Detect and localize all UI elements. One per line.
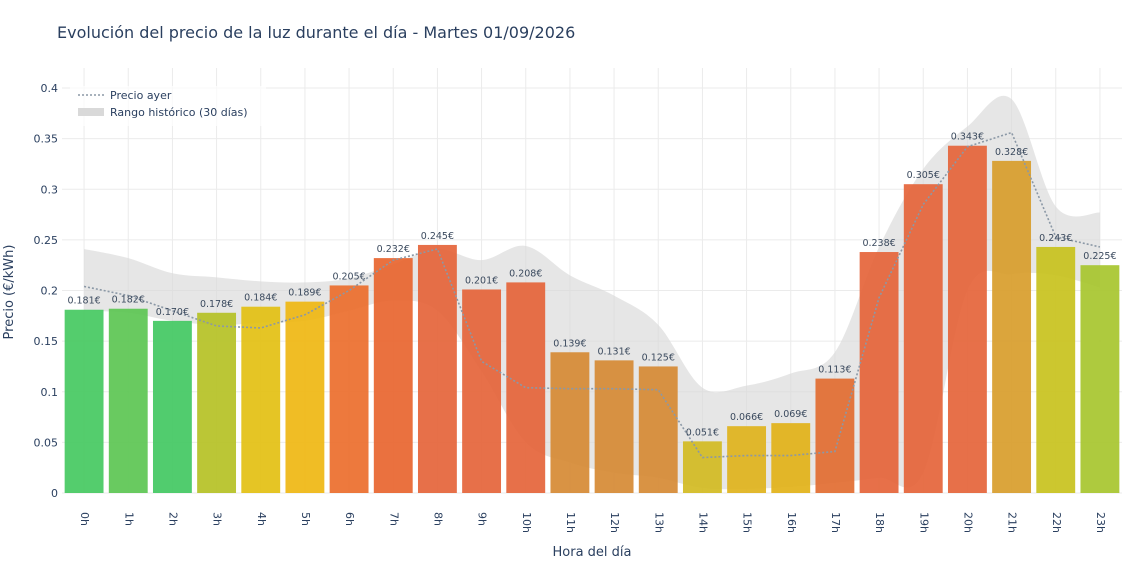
bar-9h xyxy=(462,289,502,493)
bar-20h xyxy=(947,145,987,493)
bar-value-label: 0.125€ xyxy=(642,352,675,363)
bar-23h xyxy=(1080,265,1120,493)
bar-2h xyxy=(152,320,192,493)
yesterday-line xyxy=(83,131,1101,459)
y-tick-label: 0.05 xyxy=(34,436,59,449)
x-tick-label: 22h xyxy=(1050,512,1063,533)
bar-17h xyxy=(815,378,855,493)
x-tick-label: 20h xyxy=(961,512,974,533)
x-tick-label: 4h xyxy=(255,512,268,526)
x-tick-label: 10h xyxy=(520,512,533,533)
bar-1h xyxy=(108,308,148,493)
legend: Precio ayer Rango histórico (30 días) xyxy=(70,86,266,126)
bar-value-label: 0.243€ xyxy=(1039,233,1072,244)
bar-value-label: 0.201€ xyxy=(465,275,498,286)
legend-range-swatch xyxy=(78,108,104,116)
x-tick-label: 9h xyxy=(476,512,489,526)
x-axis-ticks: 0h 1h 2h 3h 4h 5h 6h 7h 8h 9h 10h 11h 12h 13h 14h 15h 16… xyxy=(78,512,1107,533)
x-tick-label: 8h xyxy=(431,512,444,526)
y-axis-label: Precio (€/kWh) xyxy=(2,245,17,340)
bar-6h xyxy=(329,285,369,493)
bar-value-label: 0.066€ xyxy=(730,412,763,423)
y-tick-label: 0.1 xyxy=(41,386,59,399)
bar-5h xyxy=(285,301,325,493)
bar-value-label: 0.189€ xyxy=(288,288,321,299)
y-tick-label: 0.15 xyxy=(34,335,59,348)
y-tick-label: 0.4 xyxy=(41,82,59,95)
bar-value-label: 0.170€ xyxy=(156,307,189,318)
bar-value-label: 0.069€ xyxy=(774,409,807,420)
bar-value-label: 0.245€ xyxy=(421,231,454,242)
x-tick-label: 15h xyxy=(741,512,754,533)
x-tick-label: 1h xyxy=(122,512,135,526)
x-tick-label: 19h xyxy=(917,512,930,533)
bar-10h xyxy=(506,282,546,493)
x-tick-label: 17h xyxy=(829,512,842,533)
bar-8h xyxy=(417,244,457,493)
bar-19h xyxy=(903,184,943,493)
bar-14h xyxy=(682,441,722,493)
bar-3h xyxy=(197,312,237,493)
bar-11h xyxy=(550,352,590,493)
bar-value-label: 0.208€ xyxy=(509,268,542,279)
bar-21h xyxy=(992,160,1032,493)
y-tick-label: 0.3 xyxy=(41,183,59,196)
bar-value-label: 0.182€ xyxy=(112,295,145,306)
bar-value-label: 0.131€ xyxy=(597,346,630,357)
bar-value-label: 0.181€ xyxy=(67,296,100,307)
y-tick-label: 0 xyxy=(51,487,58,500)
bar-value-label: 0.238€ xyxy=(862,238,895,249)
bar-value-label: 0.139€ xyxy=(553,338,586,349)
x-tick-label: 3h xyxy=(211,512,224,526)
bar-value-label: 0.051€ xyxy=(686,427,719,438)
y-axis-ticks: 0 0.05 0.1 0.15 0.2 0.25 0.3 0.35 0.4 xyxy=(34,82,59,500)
y-tick-label: 0.25 xyxy=(34,234,59,247)
x-tick-label: 11h xyxy=(564,512,577,533)
bar-12h xyxy=(594,360,634,493)
bar-value-label: 0.178€ xyxy=(200,299,233,310)
bar-7h xyxy=(373,258,413,493)
chart-title: Evolución del precio de la luz durante e… xyxy=(57,23,575,42)
x-tick-label: 6h xyxy=(343,512,356,526)
x-tick-label: 13h xyxy=(652,512,665,533)
bar-value-label: 0.232€ xyxy=(377,244,410,255)
bar-22h xyxy=(1036,246,1076,493)
historic-range-area xyxy=(84,95,1100,490)
bar-value-label: 0.225€ xyxy=(1083,251,1116,262)
bar-value-label: 0.113€ xyxy=(818,365,851,376)
bar-16h xyxy=(771,423,811,493)
legend-yesterday-label: Precio ayer xyxy=(110,89,172,102)
y-tick-label: 0.35 xyxy=(34,133,59,146)
bar-value-label: 0.305€ xyxy=(907,170,940,181)
yesterday-price-line xyxy=(83,131,1101,459)
x-tick-label: 18h xyxy=(873,512,886,533)
bar-value-label: 0.343€ xyxy=(951,132,984,143)
x-tick-label: 16h xyxy=(785,512,798,533)
x-tick-label: 5h xyxy=(299,512,312,526)
x-tick-label: 12h xyxy=(608,512,621,533)
x-tick-label: 0h xyxy=(78,512,91,526)
x-tick-label: 7h xyxy=(387,512,400,526)
legend-range-label: Rango histórico (30 días) xyxy=(110,106,248,119)
bar-value-label: 0.184€ xyxy=(244,293,277,304)
x-tick-label: 23h xyxy=(1094,512,1107,533)
bar-0h xyxy=(64,309,104,493)
bar-13h xyxy=(638,366,678,493)
bar-18h xyxy=(859,252,899,493)
x-tick-label: 14h xyxy=(696,512,709,533)
bar-value-label: 0.328€ xyxy=(995,147,1028,158)
bar-labels: 0.181€ 0.182€ 0.170€ 0.178€ 0.184€ 0.189€ 0.20… xyxy=(67,132,1116,439)
x-axis-label: Hora del día xyxy=(553,545,632,560)
bar-value-label: 0.205€ xyxy=(332,271,365,282)
bar-15h xyxy=(727,426,767,493)
y-tick-label: 0.2 xyxy=(41,285,59,298)
bar-4h xyxy=(241,306,281,493)
bars xyxy=(64,145,1120,493)
x-tick-label: 2h xyxy=(166,512,179,526)
historic-range-band xyxy=(84,95,1100,490)
x-tick-label: 21h xyxy=(1006,512,1019,533)
